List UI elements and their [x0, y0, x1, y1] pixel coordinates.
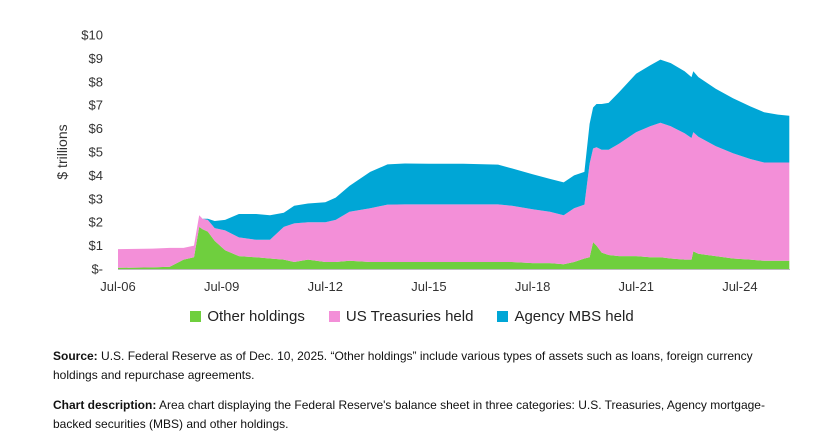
area-series-1: [118, 122, 790, 268]
y-tick-label: $2: [89, 215, 103, 230]
legend-item-0: Other holdings: [190, 308, 305, 325]
source-note: Source: U.S. Federal Reserve as of Dec. …: [53, 347, 783, 385]
legend: Other holdings US Treasuries held Agency M…: [0, 308, 824, 326]
y-tick-label: $6: [89, 121, 103, 136]
legend-label: Other holdings: [207, 308, 305, 325]
y-tick-label: $9: [89, 51, 103, 66]
x-tick-label: Jul-06: [100, 279, 135, 294]
area-series-0: [118, 226, 790, 269]
y-tick-label: $10: [81, 28, 103, 43]
y-tick-label: $4: [89, 168, 103, 183]
y-tick-label: $-: [91, 262, 103, 277]
y-tick-label: $8: [89, 74, 103, 89]
chart-area: $- $1 $2 $3 $4 $5 $6 $7 $8 $9 $10 Jul-06 Jul-09 Jul-…: [54, 28, 790, 294]
legend-item-1: US Treasuries held: [328, 308, 474, 325]
description-text: Area chart displaying the Federal Reserv…: [53, 398, 765, 431]
area-series-2: [118, 59, 790, 250]
y-tick-label: $5: [89, 145, 103, 160]
x-tick-label: Jul-12: [308, 279, 343, 294]
x-tick-label: Jul-21: [619, 279, 654, 294]
legend-label: US Treasuries held: [345, 308, 474, 325]
y-tick-label: $1: [89, 238, 103, 253]
x-tick-label: Jul-15: [411, 279, 446, 294]
y-axis-label: $ trillions: [54, 124, 70, 179]
description-label: Chart description:: [53, 398, 157, 412]
source-text: U.S. Federal Reserve as of Dec. 10, 2025…: [53, 349, 753, 382]
legend-swatch: [328, 311, 340, 322]
source-label: Source:: [53, 349, 98, 363]
legend-label: Agency MBS held: [514, 308, 634, 325]
x-tick-label: Jul-18: [515, 279, 550, 294]
legend-swatch: [190, 311, 202, 322]
x-tick-label: Jul-24: [722, 279, 757, 294]
chart-description: Chart description: Area chart displaying…: [53, 396, 783, 434]
y-tick-label: $7: [89, 98, 103, 113]
x-tick-label: Jul-09: [204, 279, 239, 294]
legend-swatch: [497, 311, 509, 322]
y-tick-label: $3: [89, 191, 103, 206]
legend-item-2: Agency MBS held: [497, 308, 634, 325]
